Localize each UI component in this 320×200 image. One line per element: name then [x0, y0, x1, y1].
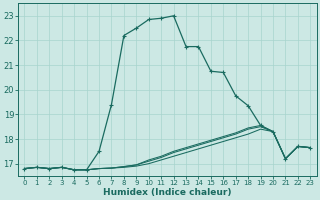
X-axis label: Humidex (Indice chaleur): Humidex (Indice chaleur): [103, 188, 232, 197]
